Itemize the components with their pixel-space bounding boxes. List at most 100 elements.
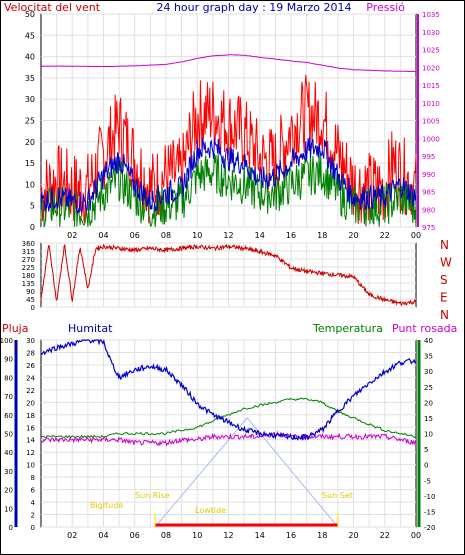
twilight-label: Bigitude bbox=[90, 501, 123, 510]
rain-tick-label: 30 bbox=[26, 337, 35, 345]
humidity-temperature-grid bbox=[41, 339, 416, 528]
pressure-tick-label: 1035 bbox=[422, 11, 440, 19]
x-tick-label: 08 bbox=[161, 231, 171, 240]
pressure-tick-label: 1010 bbox=[422, 100, 440, 108]
rain-label: Pluja bbox=[2, 322, 28, 335]
wind-direction-grid bbox=[41, 242, 416, 308]
wind-speed-tick-label: 45 bbox=[25, 31, 35, 40]
x-tick-label: 08 bbox=[161, 531, 171, 540]
x-tick-label: 06 bbox=[130, 531, 140, 540]
humidity-tick-label: 40 bbox=[4, 449, 13, 457]
x-tick-label: 18 bbox=[317, 231, 327, 240]
dewpoint-label: Punt rosada bbox=[392, 322, 457, 335]
pressure-title: Pressió bbox=[366, 1, 405, 14]
wind-direction-tick-label: 180 bbox=[22, 272, 35, 280]
wind-speed-title: Velocitat del vent bbox=[4, 1, 101, 14]
wind-direction-tick-label: 90 bbox=[26, 288, 35, 296]
temperature-tick-label: 0 bbox=[424, 462, 428, 470]
wind-direction-tick-label: 225 bbox=[22, 264, 35, 272]
dewpoint-series bbox=[40, 430, 417, 447]
temperature-tick-label: -15 bbox=[424, 508, 435, 516]
humidity-tick-label: 60 bbox=[4, 412, 13, 420]
compass-letter: N bbox=[440, 238, 449, 252]
temperature-tick-label: -10 bbox=[424, 493, 435, 501]
pressure-tick-label: 990 bbox=[422, 171, 435, 179]
x-tick-label: 18 bbox=[317, 531, 327, 540]
wind-speed-tick-label: 15 bbox=[25, 159, 35, 168]
x-tick-label: 10 bbox=[192, 231, 202, 240]
rain-tick-label: 28 bbox=[26, 349, 35, 357]
pressure-tick-label: 995 bbox=[422, 153, 435, 161]
wind-speed-tick-label: 30 bbox=[25, 95, 35, 104]
rain-tick-label: 2 bbox=[31, 512, 35, 520]
x-tick-label: 20 bbox=[348, 531, 358, 540]
temperature-tick-label: 5 bbox=[424, 446, 428, 454]
x-tick-label: 00 bbox=[411, 531, 421, 540]
rain-tick-label: 22 bbox=[26, 387, 35, 395]
wind-average-series bbox=[40, 136, 417, 214]
chart-series bbox=[40, 54, 417, 528]
x-tick-label: 16 bbox=[286, 231, 296, 240]
sunrise-label: Sun Rise bbox=[135, 491, 170, 500]
x-tick-label: 06 bbox=[130, 231, 140, 240]
pressure-series bbox=[40, 54, 416, 73]
wind-direction-tick-label: 45 bbox=[26, 296, 35, 304]
compass-letter: W bbox=[440, 256, 452, 270]
x-tick-label: 02 bbox=[67, 531, 77, 540]
wind-speed-tick-label: 20 bbox=[25, 138, 35, 147]
rain-tick-label: 0 bbox=[31, 524, 35, 532]
pressure-tick-label: 1015 bbox=[422, 82, 440, 90]
wind-speed-tick-label: 5 bbox=[30, 202, 35, 211]
pressure-tick-label: 1005 bbox=[422, 118, 440, 126]
humidity-tick-label: 30 bbox=[4, 468, 13, 476]
wind-direction-tick-label: 270 bbox=[22, 256, 35, 264]
humidity-tick-label: 0 bbox=[9, 524, 13, 532]
temperature-tick-label: -20 bbox=[424, 524, 435, 532]
temperature-tick-label: -5 bbox=[424, 477, 431, 485]
wind-speed-tick-label: 40 bbox=[25, 53, 35, 62]
rain-tick-label: 24 bbox=[26, 374, 35, 382]
sunset-label: Sun Set bbox=[322, 491, 353, 500]
rain-tick-label: 20 bbox=[26, 399, 35, 407]
temperature-label: Temperatura bbox=[312, 322, 383, 335]
rain-tick-label: 14 bbox=[26, 437, 35, 445]
wind-speed-tick-label: 0 bbox=[30, 223, 35, 232]
humidity-tick-label: 20 bbox=[4, 487, 13, 495]
x-tick-label: 14 bbox=[255, 231, 265, 240]
wind-direction-series bbox=[40, 243, 417, 307]
humidity-series bbox=[40, 338, 417, 442]
x-tick-label: 22 bbox=[380, 231, 390, 240]
x-tick-label: 10 bbox=[192, 531, 202, 540]
humidity-tick-label: 100 bbox=[0, 337, 13, 345]
temperature-tick-label: 40 bbox=[424, 337, 433, 345]
pressure-tick-label: 1025 bbox=[422, 47, 440, 55]
pressure-tick-label: 1020 bbox=[422, 64, 440, 72]
x-tick-label: 00 bbox=[411, 231, 421, 240]
rain-tick-label: 12 bbox=[26, 449, 35, 457]
x-tick-label: 12 bbox=[223, 231, 233, 240]
x-tick-label: 04 bbox=[98, 231, 108, 240]
pressure-tick-label: 980 bbox=[422, 206, 435, 214]
pressure-tick-label: 1000 bbox=[422, 135, 440, 143]
solar-noon-label: Lowtide bbox=[195, 506, 226, 515]
wind-gust-series bbox=[40, 74, 417, 225]
wind-speed-tick-label: 35 bbox=[25, 74, 35, 83]
wind-direction-tick-label: 135 bbox=[22, 280, 35, 288]
x-tick-label: 16 bbox=[286, 531, 296, 540]
wind-direction-tick-label: 315 bbox=[22, 248, 35, 256]
wind-direction-tick-label: 0 bbox=[31, 304, 35, 312]
humidity-tick-label: 50 bbox=[4, 431, 13, 439]
pressure-tick-label: 1030 bbox=[422, 29, 440, 37]
x-tick-label: 02 bbox=[67, 231, 77, 240]
wind-speed-tick-label: 25 bbox=[25, 117, 35, 126]
rain-tick-label: 8 bbox=[31, 474, 35, 482]
pressure-tick-label: 985 bbox=[422, 189, 435, 197]
x-tick-label: 20 bbox=[348, 231, 358, 240]
x-tick-label: 12 bbox=[223, 531, 233, 540]
temperature-tick-label: 15 bbox=[424, 415, 433, 423]
humidity-tick-label: 80 bbox=[4, 374, 13, 382]
pressure-tick-label: 975 bbox=[422, 224, 435, 232]
rain-tick-label: 26 bbox=[26, 362, 35, 370]
graph-date-title: 24 hour graph day : 19 Marzo 2014 bbox=[156, 1, 351, 14]
